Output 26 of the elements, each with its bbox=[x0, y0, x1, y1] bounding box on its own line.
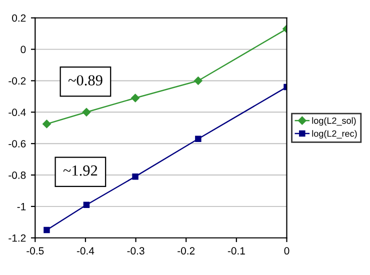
y-tick-label: -1.2 bbox=[8, 234, 26, 242]
x-tick-label: -0.1 bbox=[228, 247, 245, 255]
point bbox=[44, 226, 50, 234]
point bbox=[83, 202, 90, 208]
annotation: ~1.92 bbox=[63, 165, 98, 176]
y-tick-label: 0 bbox=[20, 46, 26, 54]
point bbox=[195, 136, 202, 142]
x-tick-label: -0.2 bbox=[178, 247, 195, 255]
legend-label: log(L2_rec) bbox=[312, 130, 357, 139]
annotation: ~0.89 bbox=[68, 75, 102, 86]
point bbox=[131, 94, 140, 102]
point bbox=[194, 76, 202, 85]
legend-label: log(L2_sol) bbox=[312, 117, 356, 126]
y-tick-label: -1 bbox=[17, 203, 26, 210]
y-tick-label: -0.8 bbox=[8, 172, 26, 179]
x-tick-label: -0.4 bbox=[76, 247, 94, 255]
x-tick-label: -0.5 bbox=[26, 247, 44, 255]
point bbox=[42, 120, 51, 128]
point bbox=[82, 108, 91, 116]
point bbox=[132, 173, 138, 180]
y-tick-label: -0.6 bbox=[8, 140, 26, 148]
x-tick-label: -0.3 bbox=[127, 247, 144, 255]
y-tick-label: -0.2 bbox=[8, 77, 26, 85]
y-tick-label: -0.4 bbox=[8, 108, 26, 116]
x-tick-label: 0 bbox=[284, 247, 290, 255]
y-tick-label: 0.2 bbox=[12, 14, 26, 22]
